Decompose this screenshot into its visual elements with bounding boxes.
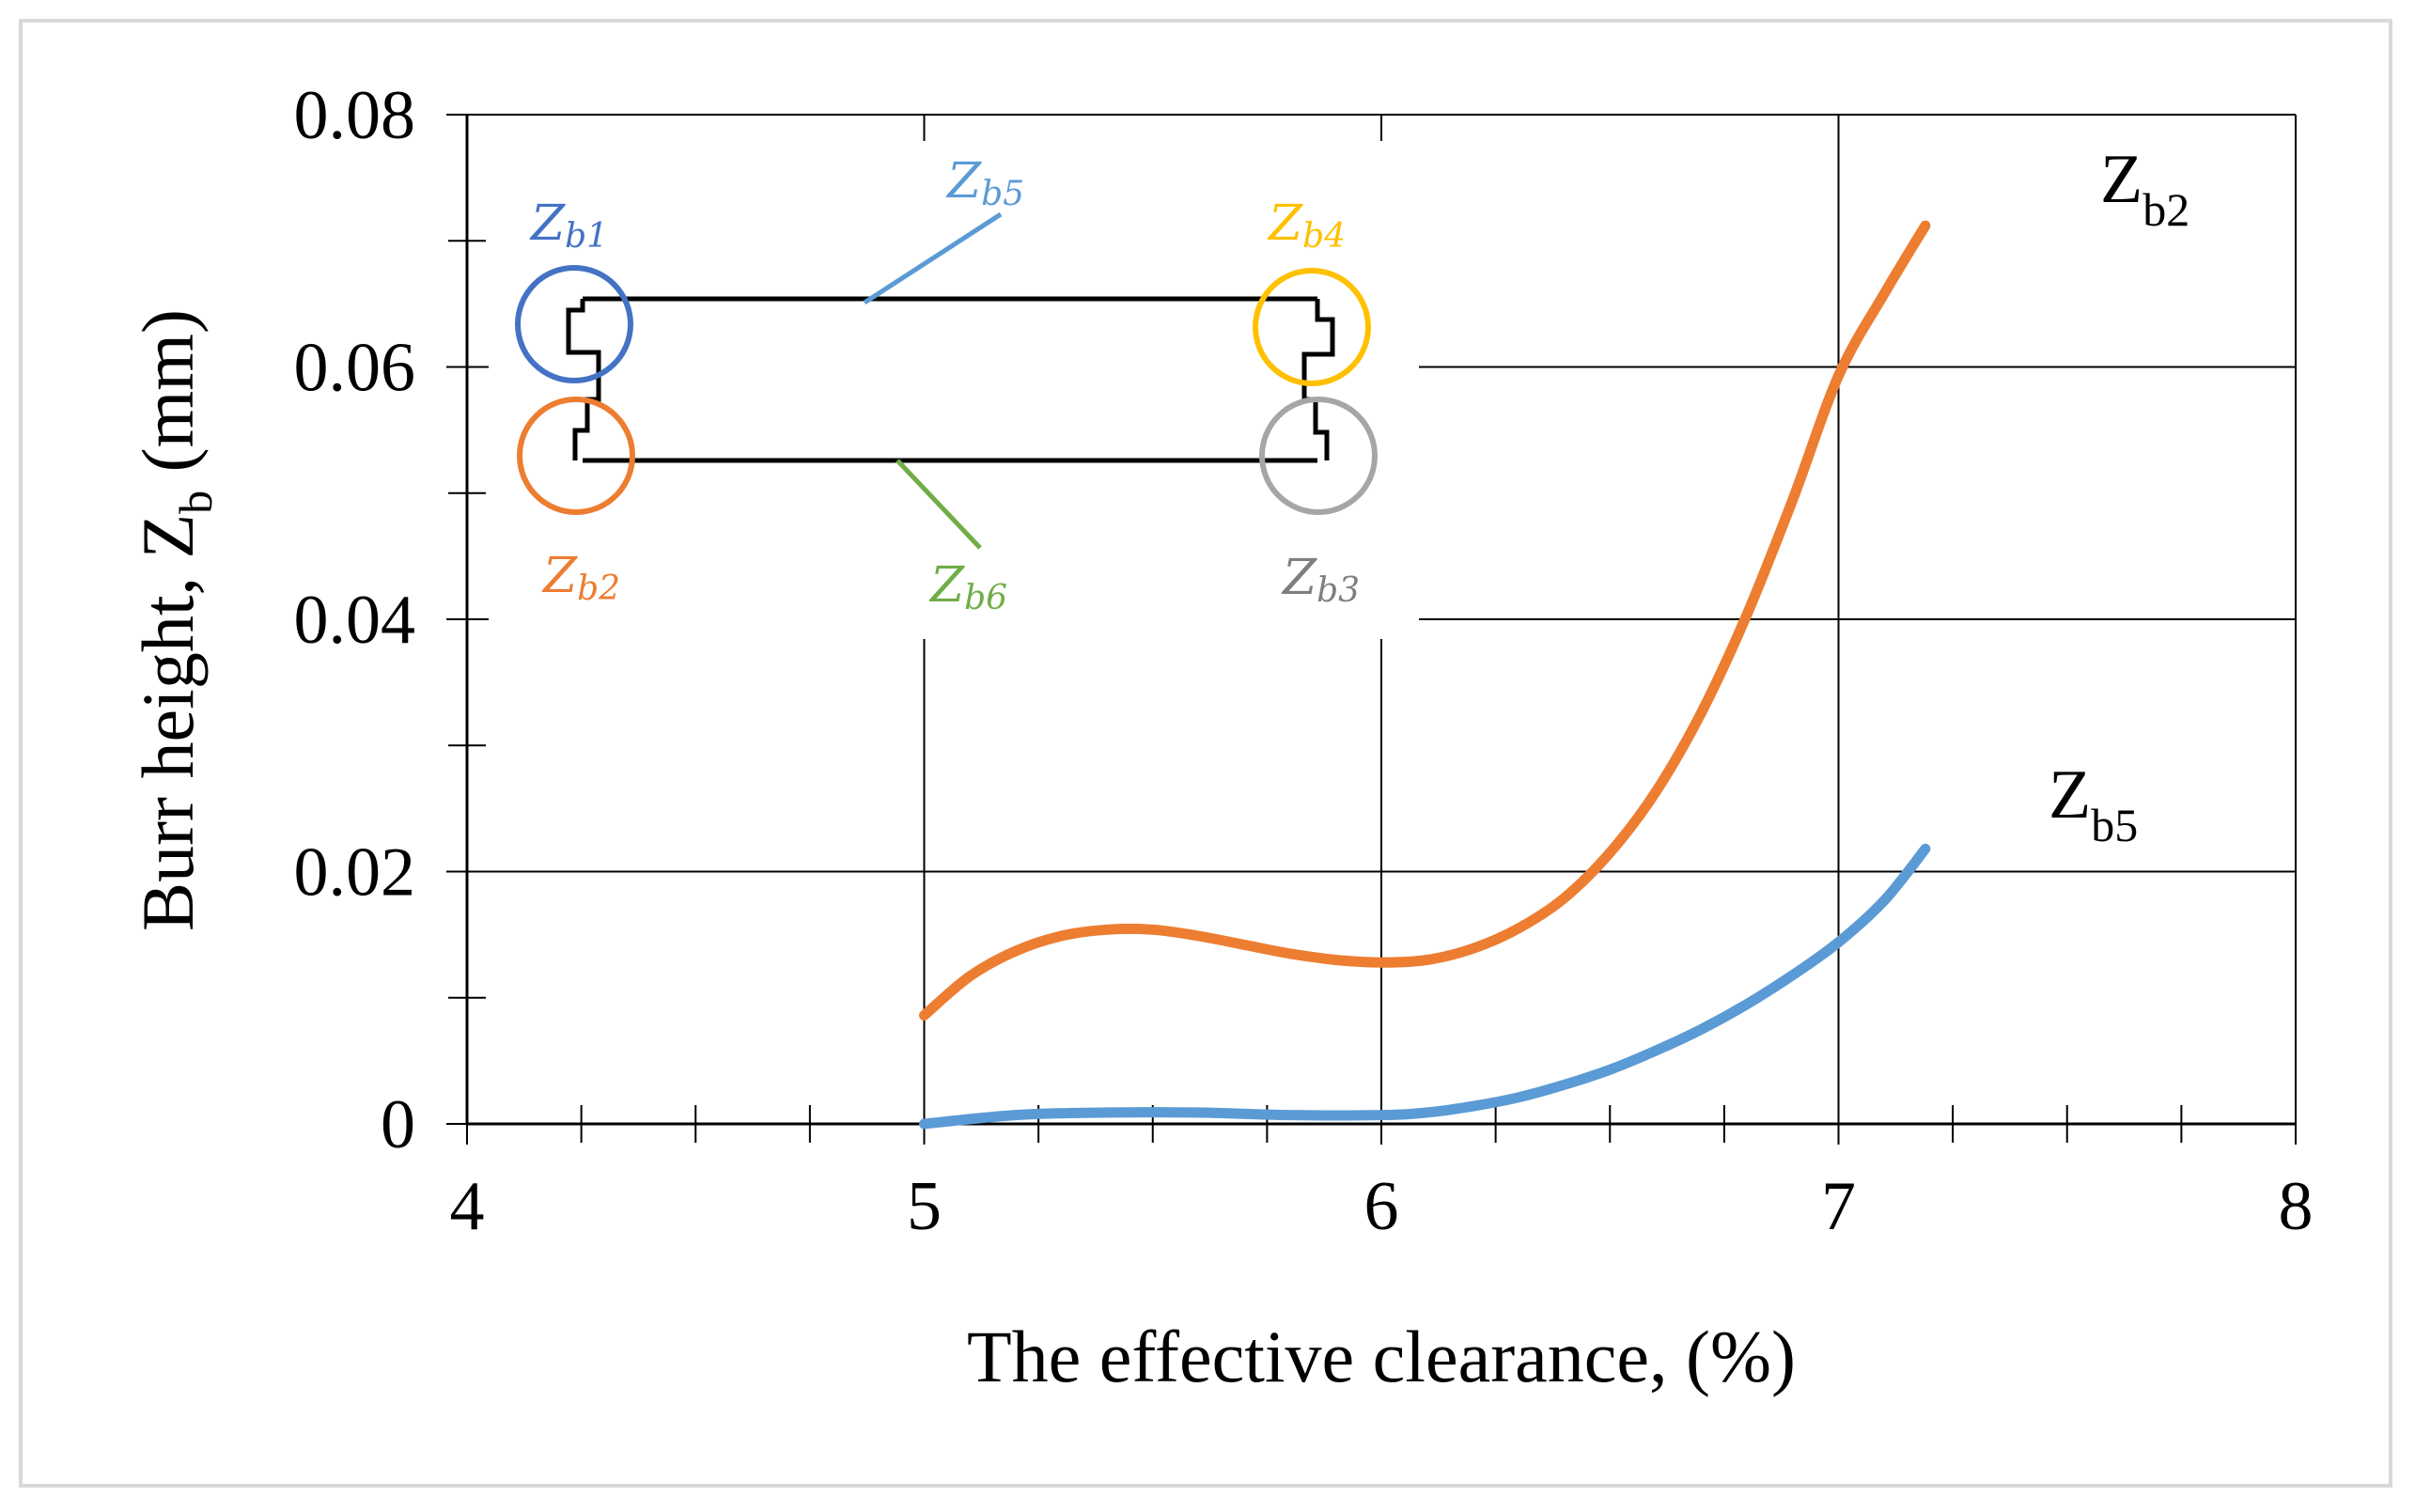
x-tick-labels: 4 5 6 7 8: [450, 1168, 2314, 1245]
x-tick-label: 7: [1821, 1168, 1856, 1245]
zb5-leader-line: [863, 211, 1003, 305]
inset-label-zb1: Zb1: [529, 195, 608, 256]
inset-diagram: Zb1 Zb5 Zb4 Zb2 Zb6 Zb3: [489, 141, 1419, 639]
y-tick-label: 0.02: [294, 834, 416, 912]
series-lines: [919, 220, 1931, 1130]
inset-label-zb2: Zb2: [541, 548, 620, 608]
zb4-marker-circle: [1253, 268, 1371, 386]
y-tick-label: 0.08: [294, 77, 416, 154]
inset-label-zb3: Zb3: [1281, 550, 1360, 610]
inset-label-zb5: Zb5: [945, 153, 1024, 213]
series-label-zb5: Zb5: [2049, 756, 2138, 851]
x-tick-label: 6: [1364, 1168, 1399, 1245]
x-tick-label: 5: [907, 1168, 942, 1245]
zb6-leader-line: [896, 459, 982, 550]
y-axis-title: Burr height, Zb (mm): [127, 309, 222, 931]
series-line-zb2: [919, 220, 1931, 1021]
y-tick-label: 0: [381, 1086, 415, 1163]
axes: [465, 115, 2296, 1126]
inset-label-zb4: Zb4: [1267, 195, 1346, 256]
series-line-zb5: [919, 843, 1931, 1130]
zb3-marker-circle: [1259, 397, 1378, 515]
x-axis-title: The effective clearance, (%): [967, 1316, 1796, 1397]
y-tick-label: 0.04: [294, 582, 416, 659]
inset-background: [489, 141, 1419, 639]
x-tick-label: 8: [2279, 1168, 2314, 1245]
inset-label-zb6: Zb6: [928, 557, 1007, 617]
series-label-zb2: Zb2: [2100, 141, 2189, 236]
y-tick-labels: 0 0.02 0.04 0.06 0.08: [294, 77, 416, 1163]
zb2-marker-circle: [517, 397, 635, 515]
y-tick-label: 0.06: [294, 330, 416, 407]
x-tick-label: 4: [450, 1168, 485, 1245]
zb1-marker-circle: [515, 265, 633, 383]
